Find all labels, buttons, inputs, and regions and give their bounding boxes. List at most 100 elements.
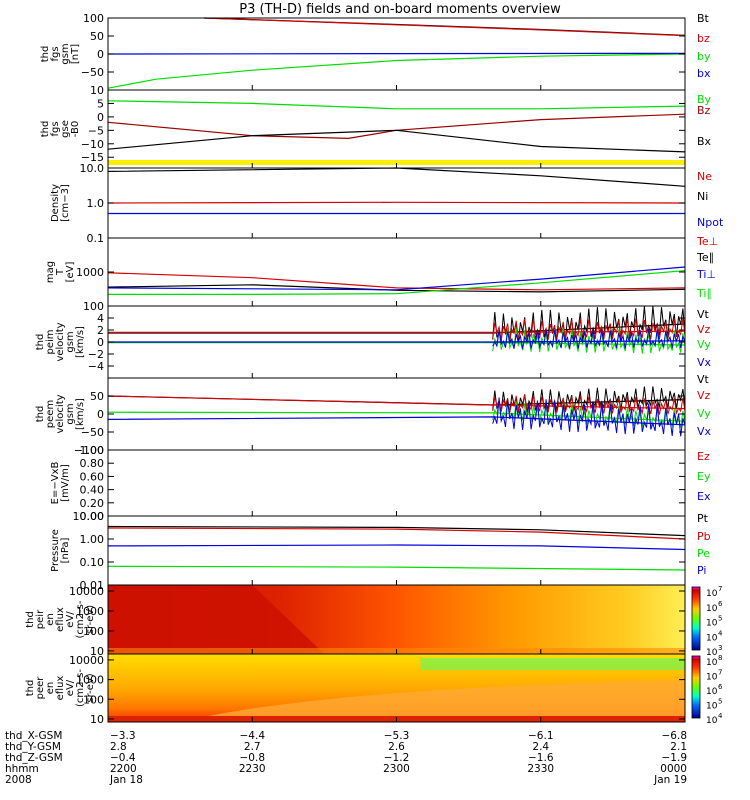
legend-Vx: Vx (697, 425, 712, 438)
y-tick-label: 10 (90, 645, 104, 658)
y-tick-label: 5 (97, 97, 104, 110)
colorbar (691, 586, 701, 651)
time-axis-value: −1.6 (528, 752, 554, 764)
legend-Ti∥: Ti∥ (696, 287, 712, 300)
y-axis-label-line: peir (35, 609, 46, 629)
colorbar (691, 655, 701, 719)
legend-Vx: Vx (697, 356, 712, 369)
time-axis-value: 2330 (527, 763, 554, 775)
y-tick-label: 0.10 (80, 556, 105, 569)
series-line-by (107, 53, 686, 89)
panel-frame (107, 377, 686, 451)
y-axis-label-line: gsm (60, 43, 71, 64)
legend-Bt: Bt (697, 12, 710, 25)
legend-Ni: Ni (697, 190, 708, 203)
time-axis-table: thd_X-GSMthd_Y-GSMthd_Z-GSMhhmm2008−3.32… (5, 730, 687, 786)
y-axis-label-line: gsm (65, 403, 76, 424)
y-tick-label: 2 (97, 324, 104, 337)
y-axis-label-line: (cm2-s- (75, 600, 86, 638)
series-line-Pt (107, 525, 686, 537)
y-tick-label: 0.80 (80, 457, 105, 470)
panel-peem_velocity: Vt Vz Vy Vx 50 0 −50 −100 thd peem velocity gsm [km/… (35, 373, 712, 457)
y-tick-label: −100 (74, 444, 104, 457)
time-axis-value: 2.6 (388, 741, 405, 753)
y-axis-label-line: thd (25, 680, 36, 697)
time-axis-value: −0.8 (240, 752, 266, 764)
time-axis-value: 0000 (660, 763, 687, 775)
y-axis-label: thd peir en eflux eV/(cm2-s-sr-eV) (25, 600, 96, 638)
legend-Vy: Vy (697, 338, 711, 351)
time-axis-row-label: thd_X-GSM (5, 730, 62, 742)
time-axis-value: −6.8 (662, 730, 688, 742)
y-axis-label: thd peim velocity gsm [km/s] (35, 322, 86, 361)
y-axis-label-line: peem (45, 400, 56, 428)
time-axis-value: 2.7 (244, 741, 261, 753)
time-axis-row-label: 2008 (5, 774, 32, 786)
y-tick-label: 4 (97, 312, 104, 325)
time-axis-value: 2.4 (532, 741, 549, 753)
y-axis-label-line: en (45, 613, 56, 626)
y-tick-label: 0 (97, 336, 104, 349)
y-tick-label: 1.0 (87, 197, 105, 210)
series-line-bx (107, 52, 686, 55)
y-tick-label: −2 (88, 348, 104, 361)
y-axis-label-line: eflux (55, 676, 66, 701)
colorbar-tick-exponent: 5 (718, 698, 722, 706)
y-axis-label-line: Pressure (50, 529, 61, 572)
y-axis-label-line: thd (25, 611, 36, 628)
time-axis-row-label: thd_Z-GSM (5, 752, 63, 764)
y-tick-label: 10 (90, 84, 104, 97)
y-tick-label: 0.00 (80, 510, 105, 523)
series-line-Pb (107, 527, 686, 540)
series-noise-Vy (492, 401, 686, 428)
y-axis-label-line: eV/ (65, 679, 76, 696)
colorbar-tick-exponent: 5 (718, 615, 722, 623)
legend-Pi: Pi (697, 564, 706, 577)
y-tick-label: −10 (81, 138, 104, 151)
series-line-Red (107, 201, 686, 204)
series-line-Vz (107, 395, 686, 410)
panel-temperature: Te⊥ Te∥ Ti⊥ Ti∥ 1000 100 mag T [eV] (45, 235, 718, 313)
y-tick-label: 50 (90, 30, 104, 43)
y-tick-label: 0 (97, 48, 104, 61)
time-axis-value: 2.8 (110, 741, 127, 753)
legend-Vz: Vz (697, 323, 711, 336)
colorbar-tick-exponent: 6 (718, 600, 723, 608)
colorbar-tick-exponent: 4 (718, 712, 723, 720)
panel-pressure: Pt Pb Pe Pi 10.00 1.00 0.10 0.01 Pressure [nPa] (50, 510, 711, 592)
y-tick-label: 1.00 (80, 533, 105, 546)
time-axis-value: Jan 19 (653, 774, 687, 786)
series-line-Vx (108, 340, 686, 343)
colorbar-tick-exponent: 8 (718, 654, 722, 662)
y-tick-label: 0 (97, 408, 104, 421)
y-tick-label: 100 (83, 12, 104, 25)
time-axis-value: 2230 (239, 763, 266, 775)
colorbar-tick-label: 10 (706, 619, 718, 629)
y-tick-label: 10000 (69, 654, 104, 667)
y-axis-label-line: [nPa] (60, 537, 71, 563)
y-axis-label-line: fgs (50, 121, 61, 136)
y-tick-label: 1000 (76, 605, 104, 618)
colorbar-tick-label: 10 (706, 604, 718, 614)
colorbar-tick-label: 10 (706, 633, 718, 643)
colorbar-tick-label: 10 (706, 716, 718, 726)
y-axis-label-line: thd (35, 406, 46, 423)
legend-Pb: Pb (697, 530, 711, 543)
y-axis-label-line: E=−VxB (50, 462, 61, 505)
time-axis-value: −5.3 (384, 730, 410, 742)
y-tick-label: 0.60 (80, 470, 105, 483)
panel-frame (107, 237, 686, 307)
y-axis-label-line: [cm−3] (60, 184, 71, 222)
legend-Npot: Npot (697, 216, 724, 229)
y-tick-label: −4 (88, 360, 104, 373)
colorbar-tick-label: 10 (706, 702, 718, 712)
y-axis-label-line: sr-eV) (85, 673, 96, 702)
y-tick-label: 10.0 (80, 162, 105, 175)
y-tick-label: 50 (90, 390, 104, 403)
y-axis-label: E=−VxB [mV/m] (50, 462, 71, 505)
legend-By: By (697, 93, 712, 106)
legend-Ez: Ez (697, 450, 710, 463)
legend-Vz: Vz (697, 389, 711, 402)
